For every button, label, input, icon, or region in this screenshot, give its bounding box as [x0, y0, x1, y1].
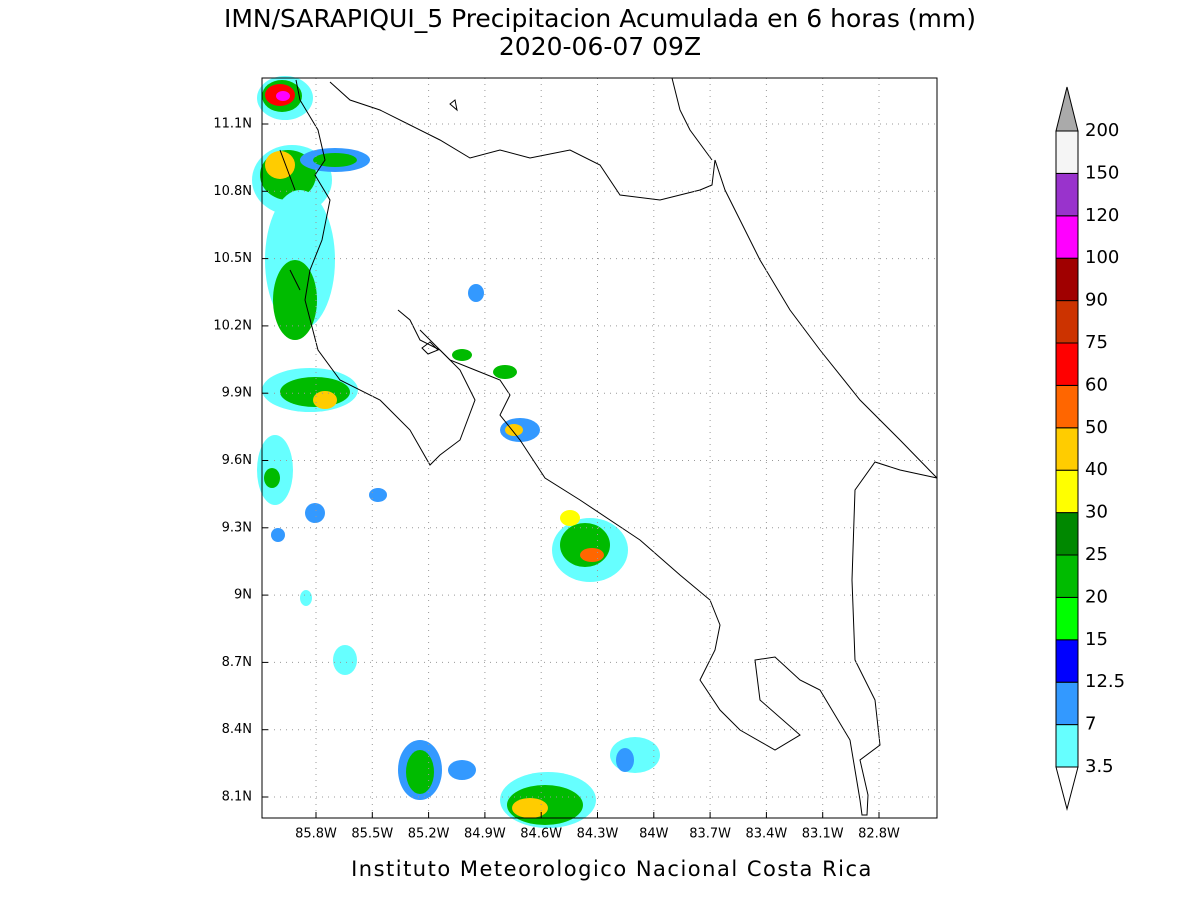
footer: Instituto Meteorologico Nacional Costa R…: [351, 857, 873, 881]
lat-tick-label: 9.3N: [222, 520, 252, 535]
colorbar-label: 90: [1085, 290, 1108, 311]
colorbar-box: [1055, 342, 1079, 386]
colorbar-label: 30: [1085, 502, 1108, 523]
colorbar-box: [1055, 427, 1079, 471]
lat-tick-label: 10.8N: [213, 184, 252, 199]
colorbar-under: [1055, 766, 1079, 811]
colorbar-over: [1055, 86, 1079, 132]
colorbar-label: 7: [1085, 714, 1096, 735]
colorbar-label: 15: [1085, 629, 1108, 650]
colorbar-box: [1055, 639, 1079, 683]
lon-tick-label: 83.4W: [745, 827, 787, 842]
lon-tick-label: 83.7W: [689, 827, 731, 842]
lon-tick-label: 85.8W: [295, 827, 337, 842]
lon-tick-label: 85.2W: [408, 827, 450, 842]
lon-tick-label: 84.9W: [464, 827, 506, 842]
map: [252, 76, 938, 828]
colorbar-box: [1055, 257, 1079, 302]
colorbar-label: 50: [1085, 417, 1108, 438]
colorbar-box: [1055, 681, 1079, 726]
lat-tick-label: 9N: [234, 588, 252, 603]
colorbar-label: 100: [1085, 247, 1119, 268]
lon-tick-label: 82.8W: [858, 827, 900, 842]
colorbar-label: 120: [1085, 205, 1119, 226]
title: IMN/SARAPIQUI_5 Precipitacion Acumulada …: [224, 4, 976, 33]
lat-tick-label: 10.5N: [213, 251, 252, 266]
map-frame: [261, 77, 938, 819]
colorbar-label: 12.5: [1085, 671, 1125, 692]
lat-tick-label: 8.4N: [222, 722, 252, 737]
coastlines: [279, 77, 938, 816]
map-frame-bg: [262, 78, 937, 818]
colorbar-label: 40: [1085, 459, 1108, 480]
lat-tick-label: 9.9N: [222, 386, 252, 401]
lon-tick-label: 84.3W: [577, 827, 619, 842]
lat-tick-label: 10.2N: [213, 318, 252, 333]
colorbar-label: 75: [1085, 332, 1108, 353]
colorbar-box: [1055, 554, 1079, 598]
subtitle: 2020-06-07 09Z: [499, 32, 701, 61]
lon-tick-label: 84.6W: [520, 827, 562, 842]
colorbar-label: 60: [1085, 374, 1108, 395]
colorbar-box: [1055, 215, 1079, 259]
colorbar-box: [1055, 384, 1079, 429]
colorbar-box: [1055, 300, 1079, 344]
lon-tick-label: 83.1W: [802, 827, 844, 842]
colorbar-label: 200: [1085, 120, 1119, 141]
colorbar-label: 150: [1085, 162, 1119, 183]
colorbar-label: 25: [1085, 544, 1108, 565]
precip-field: [252, 76, 660, 828]
colorbar-box: [1055, 724, 1079, 768]
lon-tick-label: 84W: [639, 827, 669, 842]
colorbar-box: [1055, 172, 1079, 217]
lat-tick-label: 9.6N: [222, 453, 252, 468]
lat-tick-label: 11.1N: [213, 117, 252, 132]
lon-tick-label: 85.5W: [351, 827, 393, 842]
colorbar-box: [1055, 596, 1079, 641]
colorbar: 3.5 7 12.5 15 20 25 30 40 50 60 75 90 100 120 150 200: [1055, 86, 1125, 811]
colorbar-label: 20: [1085, 586, 1108, 607]
lat-tick-label: 8.1N: [222, 790, 252, 805]
lat-tick-label: 8.7N: [222, 655, 252, 670]
colorbar-box: [1055, 130, 1079, 174]
colorbar-box: [1055, 469, 1079, 514]
colorbar-label: 3.5: [1085, 756, 1114, 777]
colorbar-box: [1055, 512, 1079, 556]
